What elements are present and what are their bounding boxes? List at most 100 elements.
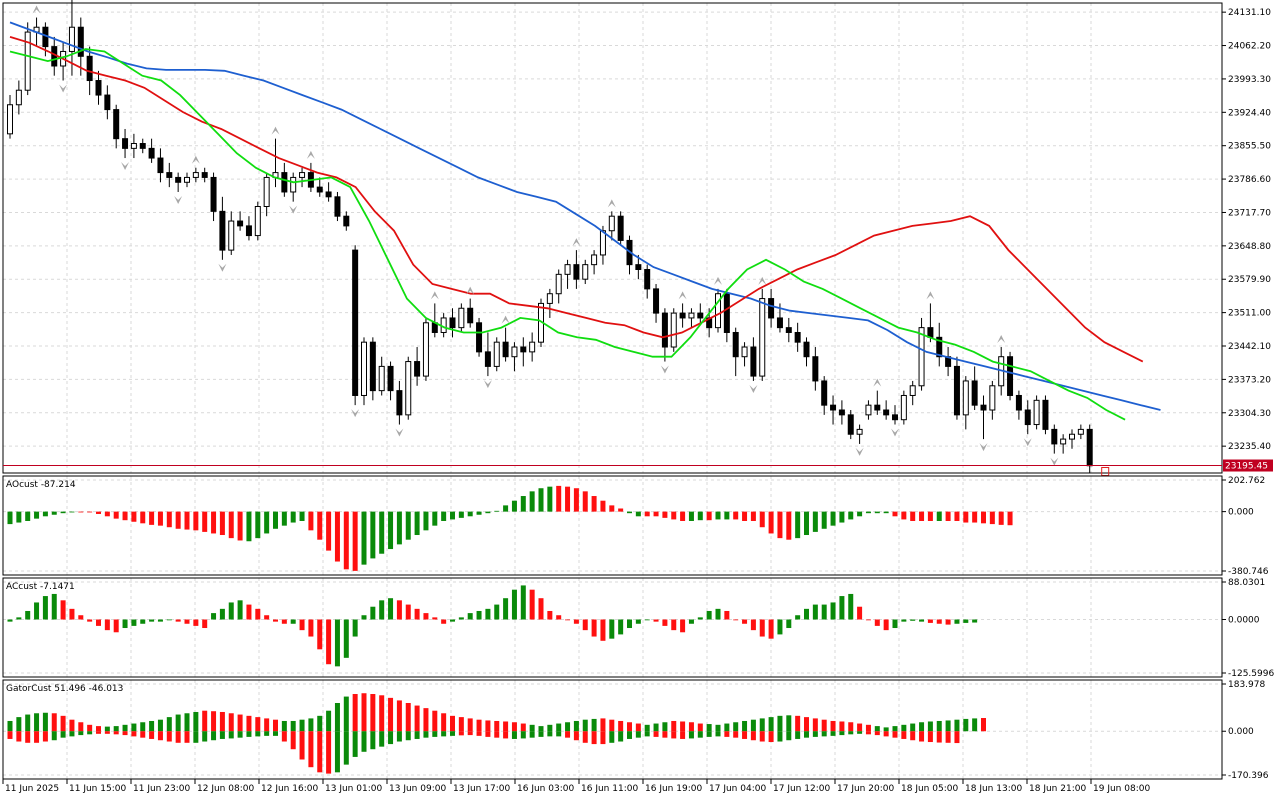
fractal-up <box>873 378 882 387</box>
histogram-bar <box>680 619 686 633</box>
histogram-bar-lower <box>733 731 739 738</box>
fractal-up <box>997 335 1006 344</box>
candle-body <box>980 404 987 411</box>
histogram-bar <box>264 511 270 534</box>
candle-body <box>130 143 137 149</box>
candle-body <box>759 298 766 377</box>
histogram-bar-lower <box>644 731 650 737</box>
histogram-bar-upper <box>7 720 13 732</box>
histogram-bar <box>777 619 783 635</box>
histogram-bar-upper <box>219 711 225 732</box>
histogram-bar <box>228 511 234 539</box>
histogram-bar-upper <box>910 723 916 732</box>
histogram-bar <box>69 608 75 620</box>
candle-body <box>343 215 350 227</box>
alligator-jaw-line <box>9 21 1161 411</box>
histogram-bar-upper <box>157 719 163 732</box>
price-pane[interactable]: 23195.45 24131.10 24062.20 23993.30 23924.4… <box>2 0 1273 477</box>
ac-pane[interactable]: ACcust -7.1471 88.0301 0.0000 -125.5996 <box>2 577 1274 679</box>
histogram-bar <box>414 608 420 620</box>
axis-tick-label: -125.5996 <box>1228 669 1274 679</box>
histogram-bar <box>441 619 447 624</box>
histogram-bar <box>786 511 792 540</box>
histogram-bar-lower <box>804 731 809 738</box>
candle-body <box>476 322 483 353</box>
histogram-bar-upper <box>573 720 579 732</box>
histogram-bar-upper <box>547 724 553 732</box>
histogram-bar-lower <box>7 731 13 739</box>
histogram-bar <box>804 511 809 536</box>
ao-pane[interactable]: AOcust -87.214 202.762 0.000 -380.746 <box>2 475 1269 577</box>
candle-body <box>502 341 509 358</box>
histogram-bar <box>688 511 694 521</box>
histogram-bar <box>273 619 278 622</box>
candle-body <box>821 380 828 406</box>
histogram-bar <box>750 511 756 521</box>
candle-body <box>750 346 757 377</box>
histogram-bar <box>361 615 367 620</box>
candle-body <box>927 327 934 338</box>
histogram-bar <box>450 511 455 520</box>
histogram-bar <box>627 511 632 514</box>
alligator-teeth-line <box>9 36 1144 363</box>
histogram-bar <box>96 619 101 626</box>
axis-tick-label: 24131.10 <box>1228 8 1271 18</box>
candle-body <box>166 172 173 178</box>
time-tick-label: 13 Jun 17:00 <box>453 784 510 794</box>
fractal-down <box>979 443 988 452</box>
histogram-bar <box>113 619 119 633</box>
candle-body <box>139 143 146 149</box>
candle-body <box>467 307 474 324</box>
candle-body <box>15 89 22 106</box>
candle-body <box>909 385 916 396</box>
histogram-bar-upper <box>476 719 482 732</box>
histogram-bar-lower <box>919 731 925 742</box>
histogram-bar <box>609 505 615 512</box>
candle-body <box>918 327 925 387</box>
histogram-bar-lower <box>273 731 278 736</box>
histogram-bar-upper <box>485 720 491 732</box>
histogram-bar <box>379 600 385 620</box>
candle-body <box>511 346 518 358</box>
histogram-bar-lower <box>317 731 323 773</box>
histogram-bar-upper <box>131 723 137 732</box>
axis-tick-label: 183.978 <box>1228 680 1265 690</box>
histogram-bar <box>919 619 925 622</box>
histogram-bar <box>511 589 517 620</box>
histogram-bar <box>786 619 792 629</box>
histogram-bar-lower <box>901 731 907 739</box>
histogram-bar <box>343 619 349 658</box>
histogram-bar-lower <box>627 731 632 739</box>
histogram-bar-upper <box>69 719 75 732</box>
histogram-bar <box>184 511 190 530</box>
histogram-bar <box>219 511 225 536</box>
candle-body <box>838 409 845 416</box>
histogram-bar-lower <box>113 731 119 735</box>
histogram-bar <box>724 511 730 520</box>
candle-body <box>732 331 739 358</box>
gator-pane[interactable]: GatorCust 51.496 -46.013 183.978 0.000 -17… <box>2 679 1269 781</box>
histogram-bar <box>25 511 31 521</box>
histogram-bar <box>211 511 217 534</box>
histogram-bar-upper <box>78 722 84 732</box>
time-axis: 11 Jun 2025 11 Jun 15:00 11 Jun 23:00 12 Ju… <box>2 779 1150 794</box>
time-tick-label: 11 Jun 2025 <box>5 784 59 794</box>
histogram-bar <box>945 511 951 521</box>
histogram-bar <box>821 604 827 620</box>
candle-body <box>352 249 359 396</box>
histogram-bar <box>582 491 588 512</box>
histogram-bar <box>467 511 473 517</box>
fractal-down <box>289 205 298 214</box>
histogram-bar <box>16 617 22 620</box>
histogram-bar <box>520 496 526 512</box>
histogram-bar-upper <box>635 723 641 732</box>
histogram-bar <box>556 615 562 620</box>
histogram-bar-lower <box>264 731 270 736</box>
time-tick-label: 17 Jun 20:00 <box>837 784 894 794</box>
histogram-bar <box>60 511 66 514</box>
candle-body <box>7 104 13 135</box>
histogram-bar <box>998 511 1004 525</box>
axis-tick-label: -380.746 <box>1228 567 1269 577</box>
histogram-bar-lower <box>848 731 854 735</box>
histogram-bar <box>476 511 482 515</box>
